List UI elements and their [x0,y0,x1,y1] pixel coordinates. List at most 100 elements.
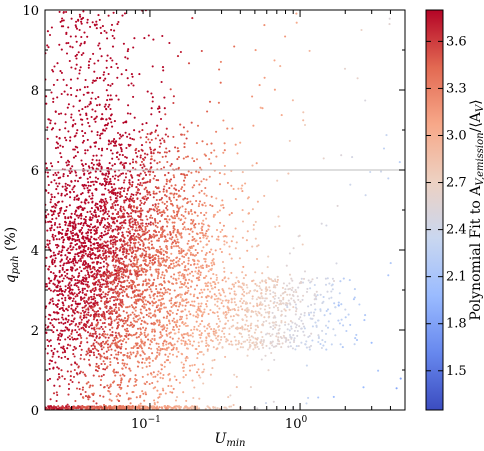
data-point [57,355,60,358]
data-point [131,181,134,184]
data-point [118,187,121,190]
data-point [148,173,151,176]
data-point [157,257,160,260]
data-point [299,316,302,319]
data-point [175,312,178,315]
data-point [268,306,271,309]
data-point [74,145,77,148]
data-point [68,323,71,326]
data-point [102,352,106,355]
data-point [151,328,154,331]
data-point [177,350,180,353]
data-point [151,304,154,307]
data-point [87,191,90,194]
data-point [184,308,187,311]
data-point [61,351,64,354]
data-point [100,406,103,409]
data-point [105,310,108,313]
data-point [70,307,73,310]
data-point [129,232,132,235]
data-point [186,155,189,158]
data-point [145,313,148,316]
data-point [117,332,120,335]
data-point [144,329,147,332]
data-point [118,394,122,397]
data-point [122,253,125,256]
data-point [293,337,296,340]
data-point [129,241,132,244]
data-point [77,302,80,305]
data-point [126,356,129,359]
data-point [171,221,174,224]
data-point [94,330,97,333]
data-point [150,236,153,239]
data-point [108,172,111,175]
data-point [156,380,159,383]
data-point [114,199,117,202]
data-point [157,271,160,274]
data-point [89,253,92,256]
data-point [98,249,101,252]
data-point [149,259,152,262]
data-point [120,243,123,246]
data-point [276,306,279,309]
data-point [109,407,112,410]
data-point [118,313,121,316]
data-point [76,151,79,154]
data-point [141,222,144,225]
data-point [174,234,178,237]
data-point [56,378,59,381]
data-point [180,218,183,221]
data-point [262,320,265,323]
data-point [68,281,71,284]
data-point [180,251,183,254]
data-point [98,333,101,336]
data-point [262,340,265,343]
data-point [82,278,85,281]
data-point [51,233,54,236]
data-point [181,262,184,265]
data-point [224,234,227,238]
data-point [234,343,238,346]
data-point [134,374,137,377]
data-point [139,298,142,301]
data-point [284,309,287,312]
data-point [70,279,73,282]
data-point [62,322,65,325]
data-point [166,291,169,294]
data-point [81,108,84,111]
data-point [271,311,274,314]
data-point [136,327,140,330]
data-point [180,342,183,345]
data-point [165,269,168,272]
data-point [158,245,162,248]
data-point [263,316,266,319]
data-point [135,277,138,281]
data-point [104,227,107,230]
data-point [104,258,108,261]
data-point [76,253,79,256]
data-point [107,229,110,232]
data-point [46,338,49,342]
data-point [171,319,174,322]
data-point [148,254,151,257]
data-point [125,332,128,335]
data-point [337,301,340,304]
data-point [107,317,110,320]
data-point [123,317,127,320]
data-point [60,156,63,159]
data-point [65,308,68,311]
data-point [337,319,340,322]
data-point [117,321,120,324]
data-point [170,385,173,388]
data-point [179,303,182,306]
data-point [237,306,240,309]
data-point [187,289,190,292]
data-point [225,407,228,410]
data-point [77,205,80,208]
data-point [121,325,124,328]
data-point [175,264,178,267]
data-point [277,215,280,218]
data-point [255,284,258,287]
data-point [95,310,98,313]
